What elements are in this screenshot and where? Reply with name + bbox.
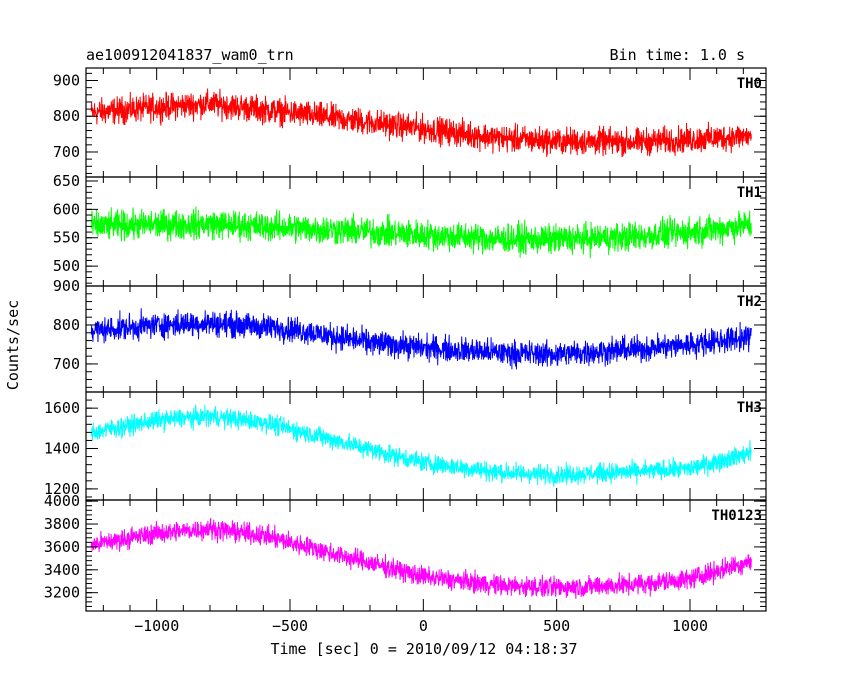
series-line-th0123 bbox=[90, 518, 752, 599]
panel-th2: 700 800 900 TH2 bbox=[53, 277, 767, 393]
y-tick-label: 900 bbox=[53, 72, 80, 90]
panel-label-th3: TH3 bbox=[737, 400, 762, 416]
series-line-th3 bbox=[90, 403, 752, 487]
y-tick-label: 1400 bbox=[44, 440, 80, 458]
x-axis-label: Time [sec] 0 = 2010/09/12 04:18:37 bbox=[270, 640, 577, 658]
y-tick-label: 3800 bbox=[44, 515, 80, 533]
y-tick-label: 4000 bbox=[44, 492, 80, 510]
panel-label-th0: TH0 bbox=[737, 76, 762, 92]
y-axis-label: Counts/sec bbox=[4, 300, 22, 390]
y-tick-label: 800 bbox=[53, 107, 80, 125]
y-tick-label: 900 bbox=[53, 277, 80, 295]
x-tick-label: −1000 bbox=[134, 617, 179, 635]
panel-frame bbox=[85, 499, 767, 612]
y-tick-label: 700 bbox=[53, 143, 80, 161]
y-tick-label: 1200 bbox=[44, 480, 80, 498]
x-tick-label: 0 bbox=[419, 617, 428, 635]
panel-frame bbox=[85, 67, 767, 178]
y-tick-label: 600 bbox=[53, 200, 80, 218]
y-tick-label: 3200 bbox=[44, 584, 80, 602]
y-tick-label: 650 bbox=[53, 172, 80, 190]
y-tick-label: 500 bbox=[53, 257, 80, 275]
y-tick-label: 550 bbox=[53, 229, 80, 247]
panel-label-th2: TH2 bbox=[737, 294, 762, 310]
panel-frame bbox=[85, 285, 767, 393]
y-tick-label: 800 bbox=[53, 316, 80, 334]
x-tick-label: 1000 bbox=[672, 617, 708, 635]
y-tick-label: 3600 bbox=[44, 538, 80, 556]
series-line-th1 bbox=[91, 206, 752, 259]
panel-th0123: 3200 3400 3600 3800 4000 TH0123 bbox=[44, 492, 767, 612]
series-line-th0 bbox=[90, 88, 752, 158]
panel-th3: 1200 1400 1600 TH3 bbox=[44, 391, 767, 501]
chart-title: ae100912041837_wam0_trn bbox=[86, 46, 294, 64]
y-tick-label: 3400 bbox=[44, 561, 80, 579]
series-line-th2 bbox=[90, 308, 752, 370]
y-tick-label: 1600 bbox=[44, 399, 80, 417]
panel-label-th0123: TH0123 bbox=[711, 508, 762, 524]
panel-th1: 500 550 600 650 TH1 bbox=[53, 172, 767, 287]
panel-label-th1: TH1 bbox=[737, 185, 762, 201]
bin-time-label: Bin time: 1.0 s bbox=[610, 46, 745, 64]
panels-group: 700 800 900 TH0 500 550 600 650 TH1 700 800 900 TH2 1… bbox=[44, 67, 767, 635]
y-tick-label: 700 bbox=[53, 355, 80, 373]
x-tick-label: 500 bbox=[543, 617, 570, 635]
panel-frame bbox=[85, 391, 767, 501]
x-tick-label: −500 bbox=[272, 617, 308, 635]
panel-th0: 700 800 900 TH0 bbox=[53, 67, 767, 178]
